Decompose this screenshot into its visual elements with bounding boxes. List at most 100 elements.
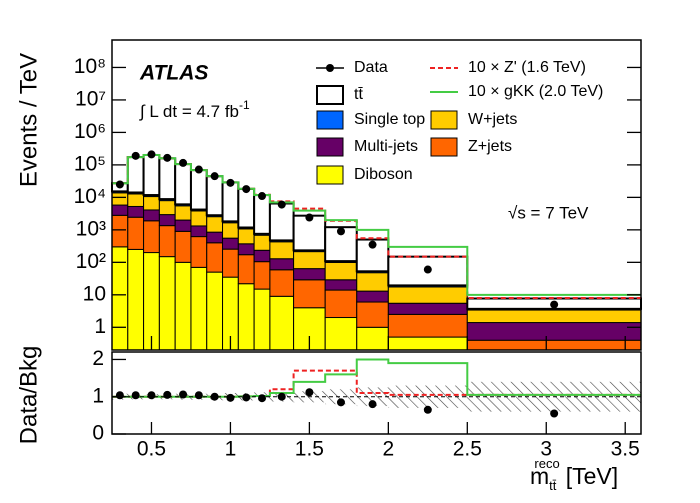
data-point [147,150,156,159]
ratio-point [368,400,377,409]
stack-segment [143,252,160,351]
stack-segment [387,302,468,315]
ratio-point [423,405,432,414]
data-point [305,213,314,222]
ratio-point [242,393,251,402]
x-tick-label: 2.5 [453,438,482,461]
experiment-label: ATLAS [139,62,208,85]
stack-segment [237,243,255,256]
stack-segment [206,242,224,273]
data-point [423,265,432,274]
data-point [210,172,219,181]
stack-segment [269,295,295,351]
stack-segment [387,286,468,304]
stack-segment [222,248,239,278]
ratio-point [179,390,188,399]
x-label-sub: tt̄ [549,478,557,493]
x-tick-label: 3 [540,438,552,461]
energy-label: √s = 7 TeV [508,203,589,222]
stack-segment [190,225,208,238]
stack-segment [466,309,642,324]
data-point [163,153,172,162]
stack-segment [221,181,240,223]
stack-segment [190,236,208,268]
stack-segment [268,202,295,242]
legend-label: tt̄ [354,86,363,103]
legend-label: Diboson [354,166,413,183]
legend-marker [326,64,334,72]
stack-segment [158,214,176,227]
stack-segment [205,175,224,217]
ratio-y-tick-label: 0 [92,422,104,445]
data-point [277,200,286,209]
legend-label: 10 × gKK (2.0 TeV) [468,83,603,100]
legend-label: W+jets [468,111,517,128]
stack-segment [253,249,271,263]
stack-segment [269,269,295,297]
luminosity-text: ∫ L dt = 4.7 fb [139,102,239,121]
stack-segment [127,205,145,218]
ratio-point [210,392,219,401]
legend-swatch [316,110,344,130]
stack-segment [158,225,176,258]
stack-segment [324,279,358,291]
stack-segment [158,256,176,351]
stack-segment [143,196,160,211]
data-point [368,240,377,249]
signal-line [112,153,641,296]
data-point [226,178,235,187]
data-point [115,180,124,189]
luminosity-label: ∫ L dt = 4.7 fb-1 [139,98,250,121]
stack-segment [356,301,389,328]
data-point [242,185,251,194]
ratio-point [163,390,172,399]
stack-segment [253,261,271,290]
stack-segment [206,271,224,351]
stack-segment [293,251,326,270]
stack-segment [174,261,192,351]
stack-segment [111,192,129,206]
y-tick-label: 10⁴ [74,185,106,208]
x-label-main: m [530,463,549,489]
data-point [336,227,345,236]
stack-segment [127,193,145,207]
stack-segment [222,222,239,239]
y-tick-label: 10⁷ [75,87,106,110]
stack-segment [253,288,271,351]
stack-segment [206,216,224,233]
stack-segment [269,258,295,271]
legend-label: Z+jets [468,138,512,155]
legend-swatch [316,165,344,185]
ratio-frame [111,351,642,435]
legend-label: 10 × Z' (1.6 TeV) [468,59,586,76]
stack-segment [237,283,255,351]
stack-segment [324,289,358,319]
x-tick-label: 1.5 [295,438,324,461]
x-axis-label: mtt̄ reco [TeV] [530,456,618,493]
stack-segment [269,241,295,260]
legend-swatch [430,110,458,130]
stack-segment [237,228,255,245]
stack-segment [387,336,468,351]
stack-segment [127,216,145,250]
ratio-y-tick-label: 2 [92,347,104,370]
ratio-point [115,391,124,400]
stack-segment [356,272,389,292]
y-tick-label: 10² [76,250,106,273]
stack-segment [466,339,642,351]
stack-segment [356,290,389,303]
stack-segment [143,209,160,222]
y-tick-label: 10⁵ [74,152,106,175]
stack-segment [127,248,145,351]
stack-segment [143,220,160,254]
x-label-sup: reco [534,456,559,471]
stack-segment [356,326,389,351]
ratio-y-tick-label: 1 [92,384,104,407]
x-tick-label: 1 [225,438,237,461]
stack-segment [324,261,358,281]
x-tick-label: 2 [382,438,394,461]
ratio-point [336,398,345,407]
ratio-point [305,388,314,397]
ratio-point [131,391,140,400]
